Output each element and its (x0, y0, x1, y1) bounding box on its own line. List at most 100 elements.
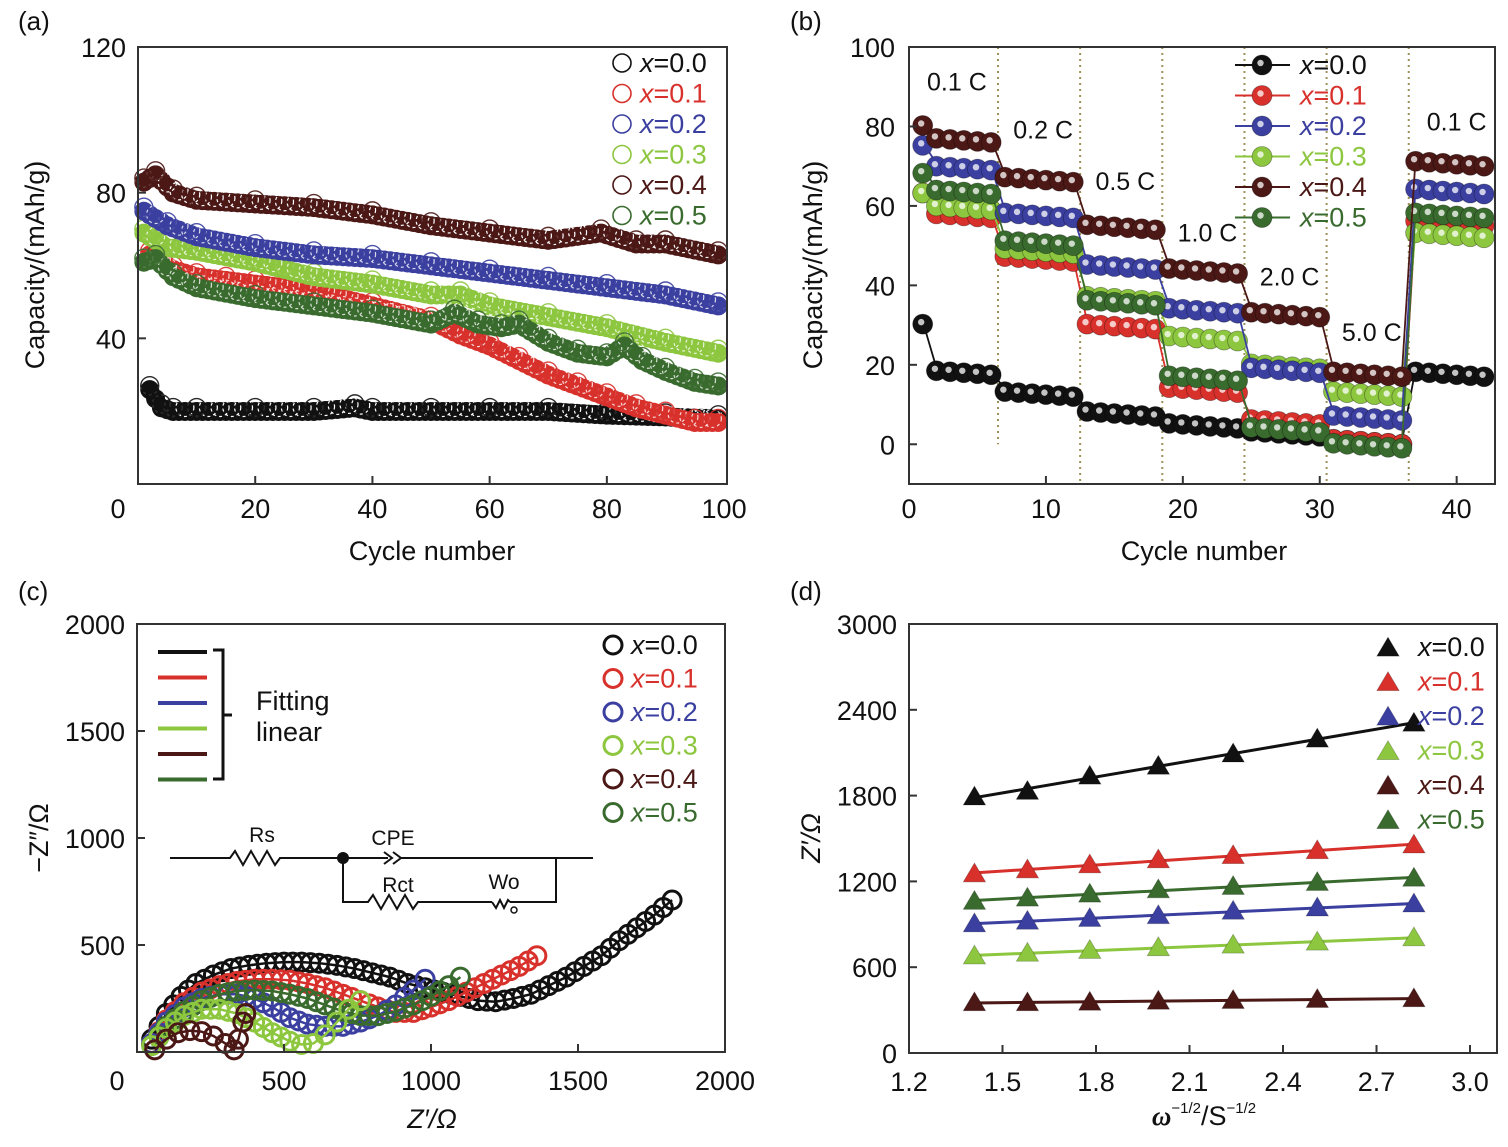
data-point-highlight (1287, 365, 1295, 372)
data-point-ring (356, 244, 377, 264)
data-point (1077, 764, 1102, 785)
data-point-highlight (1082, 318, 1089, 326)
legend-var: x (629, 664, 646, 694)
data-point-ring (415, 309, 435, 329)
rate-label: 5.0 C (1342, 319, 1402, 347)
data-point-ring (567, 270, 588, 290)
data-point-ring (210, 397, 230, 418)
y-tick-label: 1000 (65, 824, 125, 854)
data-point (362, 244, 383, 265)
x-tick-label: 3.0 (1451, 1067, 1489, 1097)
data-point-ring (450, 255, 470, 276)
data-point-highlight (1260, 307, 1267, 315)
data-point-highlight (1356, 388, 1363, 395)
data-point-ring (274, 288, 295, 308)
data-point-ring (263, 236, 283, 256)
data-point (1077, 853, 1102, 874)
data-point-highlight (1465, 211, 1473, 219)
data-point-highlight (1041, 174, 1048, 182)
data-point-highlight (1191, 372, 1199, 379)
y-tick-label: 1200 (837, 867, 897, 897)
legend-value: =0.1 (1432, 667, 1485, 697)
legend-label: x=0.3 (1416, 736, 1485, 766)
y-axis-title: −Z″/Ω (24, 803, 54, 873)
data-point (538, 397, 558, 418)
data-point-ring (333, 295, 353, 316)
data-point-ring (439, 281, 459, 301)
data-point-ring (374, 397, 394, 418)
data-point (444, 299, 465, 319)
data-point-highlight (931, 161, 939, 168)
fit-line (974, 936, 1414, 957)
legend-value: =0.5 (654, 201, 707, 231)
data-point-highlight (1095, 296, 1103, 303)
legend-value: =0.2 (645, 697, 698, 727)
data-point-ring (497, 261, 517, 281)
data-point-highlight (1191, 420, 1199, 427)
data-point-highlight (917, 318, 925, 326)
data-point (1221, 874, 1245, 895)
data-point-highlight (1205, 373, 1212, 380)
data-point-ring (321, 265, 342, 285)
data-point-ring (216, 188, 236, 208)
data-point (134, 168, 154, 188)
legend-var: x (629, 764, 646, 794)
data-point (538, 226, 558, 247)
data-point-highlight (1424, 228, 1431, 235)
data-point (962, 991, 987, 1012)
data-point-highlight (1000, 171, 1007, 179)
data-point-ring (526, 355, 547, 375)
data-point-ring (591, 342, 611, 362)
data-point-highlight (959, 162, 966, 170)
data-point (1221, 988, 1245, 1009)
legend-label: x=0.2 (1298, 111, 1367, 141)
data-point-highlight (931, 365, 939, 372)
legend-marker-open-circle (612, 175, 632, 195)
legend: x=0.0x=0.1x=0.2x=0.3x=0.4x=0.5 (602, 630, 698, 828)
data-point-ring (192, 224, 213, 244)
data-point-ring (567, 222, 588, 242)
data-point-ring (474, 218, 494, 238)
data-point-highlight (1356, 412, 1363, 419)
data-point-highlight (1000, 235, 1007, 242)
data-point-highlight (1479, 371, 1486, 378)
data-point (597, 383, 617, 403)
y-tick-label: 1500 (65, 717, 125, 747)
legend-var: x (1298, 172, 1315, 202)
data-point-highlight (1287, 309, 1295, 317)
data-point (479, 259, 500, 279)
legend-marker-open-circle (612, 205, 632, 226)
data-point (538, 266, 558, 287)
data-point (186, 274, 207, 294)
data-point-highlight (1150, 224, 1158, 231)
data-point-ring (427, 252, 447, 273)
data-point (304, 397, 324, 418)
x-tick-label: 1.8 (1077, 1067, 1115, 1097)
series-x-0.1 (962, 833, 1426, 883)
data-point-highlight (1109, 221, 1117, 228)
data-point-highlight (972, 136, 980, 143)
data-point-ring (503, 397, 523, 418)
data-point-ring (356, 298, 377, 319)
x-tick-label: 10 (1031, 494, 1061, 524)
data-point-highlight (1424, 367, 1431, 374)
data-point-highlight (1109, 408, 1117, 415)
data-point-highlight (1000, 207, 1007, 215)
data-point-highlight (1232, 423, 1240, 430)
fit-line (974, 902, 1414, 926)
y-tick-label: 2000 (65, 610, 125, 640)
data-point-highlight (1068, 391, 1075, 398)
data-point-ring (380, 302, 400, 323)
legend-var: x (629, 697, 646, 727)
data-point-fill (708, 376, 728, 396)
data-point-ring (339, 394, 359, 415)
y-tick-label: 1800 (837, 782, 897, 812)
data-point-highlight (1383, 414, 1390, 421)
data-point (279, 1030, 301, 1052)
data-point (421, 397, 441, 418)
data-point (614, 332, 635, 352)
data-point-ring (310, 293, 330, 313)
data-point (1402, 711, 1426, 732)
data-point-highlight (1451, 369, 1459, 376)
rate-label: 0.5 C (1095, 168, 1155, 196)
